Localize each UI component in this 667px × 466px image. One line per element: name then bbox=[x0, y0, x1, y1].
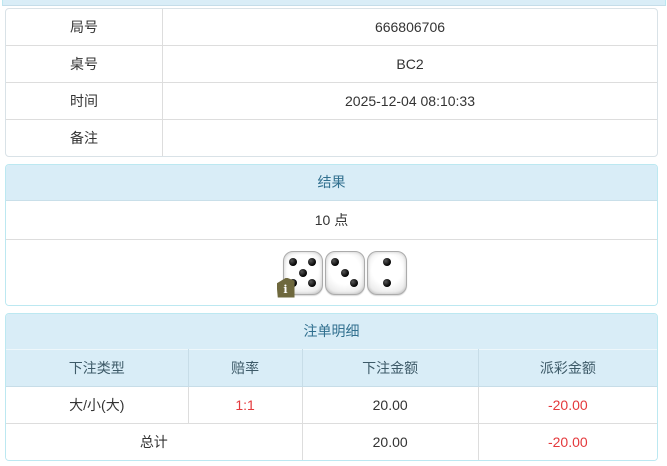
payout-cell: -20.00 bbox=[477, 386, 657, 424]
table-row: 时间 2025-12-04 08:10:33 bbox=[6, 82, 657, 120]
die-pip bbox=[289, 258, 298, 267]
die-pip bbox=[340, 268, 349, 277]
die-pip bbox=[307, 278, 316, 287]
table-row: 大/小(大) 1:1 20.00 -20.00 bbox=[6, 386, 657, 424]
column-header-payout: 派彩金额 bbox=[477, 349, 657, 387]
table-row: 备注 bbox=[6, 119, 657, 156]
remark-value bbox=[162, 119, 657, 156]
die-pip bbox=[349, 278, 358, 287]
die-pip bbox=[382, 258, 391, 267]
odds-cell: 1:1 bbox=[187, 386, 303, 424]
die-3-showing-2 bbox=[366, 250, 407, 295]
total-label-cell: 总计 bbox=[6, 423, 303, 460]
result-panel-title: 结果 bbox=[6, 165, 657, 200]
die-pip bbox=[307, 258, 316, 267]
total-row: 总计 20.00 -20.00 bbox=[6, 423, 657, 460]
table-id-label: 桌号 bbox=[6, 45, 163, 83]
game-info-table: 局号 666806706 桌号 BC2 时间 2025-12-04 08:10:… bbox=[6, 9, 657, 156]
game-info-panel: 局号 666806706 桌号 BC2 时间 2025-12-04 08:10:… bbox=[5, 8, 658, 157]
time-value: 2025-12-04 08:10:33 bbox=[162, 82, 657, 120]
column-header-bet-type: 下注类型 bbox=[6, 349, 189, 387]
die-2-showing-3 bbox=[324, 250, 365, 295]
table-row: 桌号 BC2 bbox=[6, 45, 657, 83]
round-id-value: 666806706 bbox=[162, 9, 657, 46]
bet-type-cell: 大/小(大) bbox=[6, 386, 189, 424]
result-points: 10 点 bbox=[6, 200, 657, 239]
total-payout-cell: -20.00 bbox=[477, 423, 657, 460]
table-header-row: 下注类型 赔率 下注金额 派彩金额 bbox=[6, 349, 657, 387]
cutoff-header-strip bbox=[2, 0, 666, 6]
content-area: 局号 666806706 桌号 BC2 时间 2025-12-04 08:10:… bbox=[5, 8, 658, 461]
column-header-bet-amount: 下注金额 bbox=[301, 349, 479, 387]
die-1-showing-5: i bbox=[276, 250, 323, 298]
time-label: 时间 bbox=[6, 82, 163, 120]
table-row: 局号 666806706 bbox=[6, 9, 657, 46]
bet-details-panel: 注单明细 下注类型 赔率 下注金额 派彩金额 大/小(大) 1:1 20.00 … bbox=[5, 313, 658, 461]
round-id-label: 局号 bbox=[6, 9, 163, 46]
column-header-odds: 赔率 bbox=[187, 349, 303, 387]
bet-details-title: 注单明细 bbox=[6, 314, 657, 349]
die-pip bbox=[298, 268, 307, 277]
bet-amount-cell: 20.00 bbox=[301, 386, 479, 424]
dice-row: i bbox=[6, 239, 657, 305]
result-panel: 结果 10 点 i bbox=[5, 164, 658, 306]
remark-label: 备注 bbox=[6, 119, 163, 156]
info-icon[interactable]: i bbox=[276, 277, 295, 298]
bet-details-table: 下注类型 赔率 下注金额 派彩金额 大/小(大) 1:1 20.00 -20.0… bbox=[6, 349, 657, 460]
total-bet-amount-cell: 20.00 bbox=[301, 423, 479, 460]
table-id-value: BC2 bbox=[162, 45, 657, 83]
die-pip bbox=[331, 258, 340, 267]
die-pip bbox=[382, 278, 391, 287]
